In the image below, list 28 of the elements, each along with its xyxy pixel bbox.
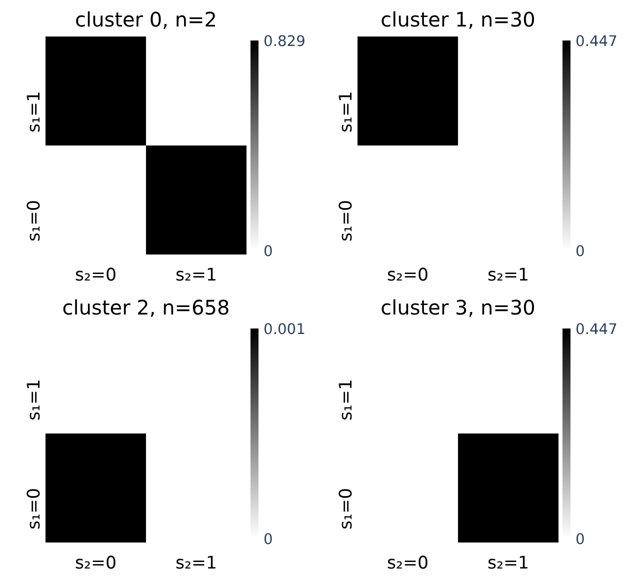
- chart-title: cluster 1, n=30: [380, 8, 536, 32]
- chart-title: cluster 3, n=30: [380, 296, 536, 320]
- color-bar-label: 0.001: [264, 321, 306, 338]
- chart-title: cluster 2, n=658: [62, 296, 230, 320]
- y-tick-label: s₁=1: [336, 378, 356, 421]
- x-tick-label: s₂=0: [386, 554, 429, 574]
- x-tick-label: s₂=1: [487, 554, 530, 574]
- x-tick-label: s₂=0: [74, 554, 117, 574]
- x-tick-label: s₂=1: [487, 266, 530, 286]
- x-tick-label: s₂=0: [74, 266, 117, 286]
- color-bar-label: 0: [264, 531, 273, 548]
- x-tick-label: s₂=1: [175, 266, 218, 286]
- x-tick-label: s₂=1: [175, 554, 218, 574]
- y-tick-label: s₁=1: [336, 90, 356, 133]
- y-tick-label: s₁=0: [336, 200, 356, 242]
- color-bar-label: 0.447: [576, 321, 618, 338]
- y-tick-label: s₁=0: [24, 200, 44, 242]
- color-bar-label: 0.829: [264, 33, 306, 50]
- x-tick-label: s₂=0: [386, 266, 429, 286]
- color-bar-label: 0: [576, 243, 585, 260]
- y-tick-label: s₁=0: [336, 488, 356, 530]
- y-tick-label: s₁=0: [24, 488, 44, 530]
- y-tick-label: s₁=1: [24, 90, 44, 133]
- color-bar-label: 0: [576, 531, 585, 548]
- y-tick-label: s₁=1: [24, 378, 44, 421]
- chart-title: cluster 0, n=2: [75, 8, 217, 32]
- color-bar-label: 0.447: [576, 33, 618, 50]
- color-bar-label: 0: [264, 243, 273, 260]
